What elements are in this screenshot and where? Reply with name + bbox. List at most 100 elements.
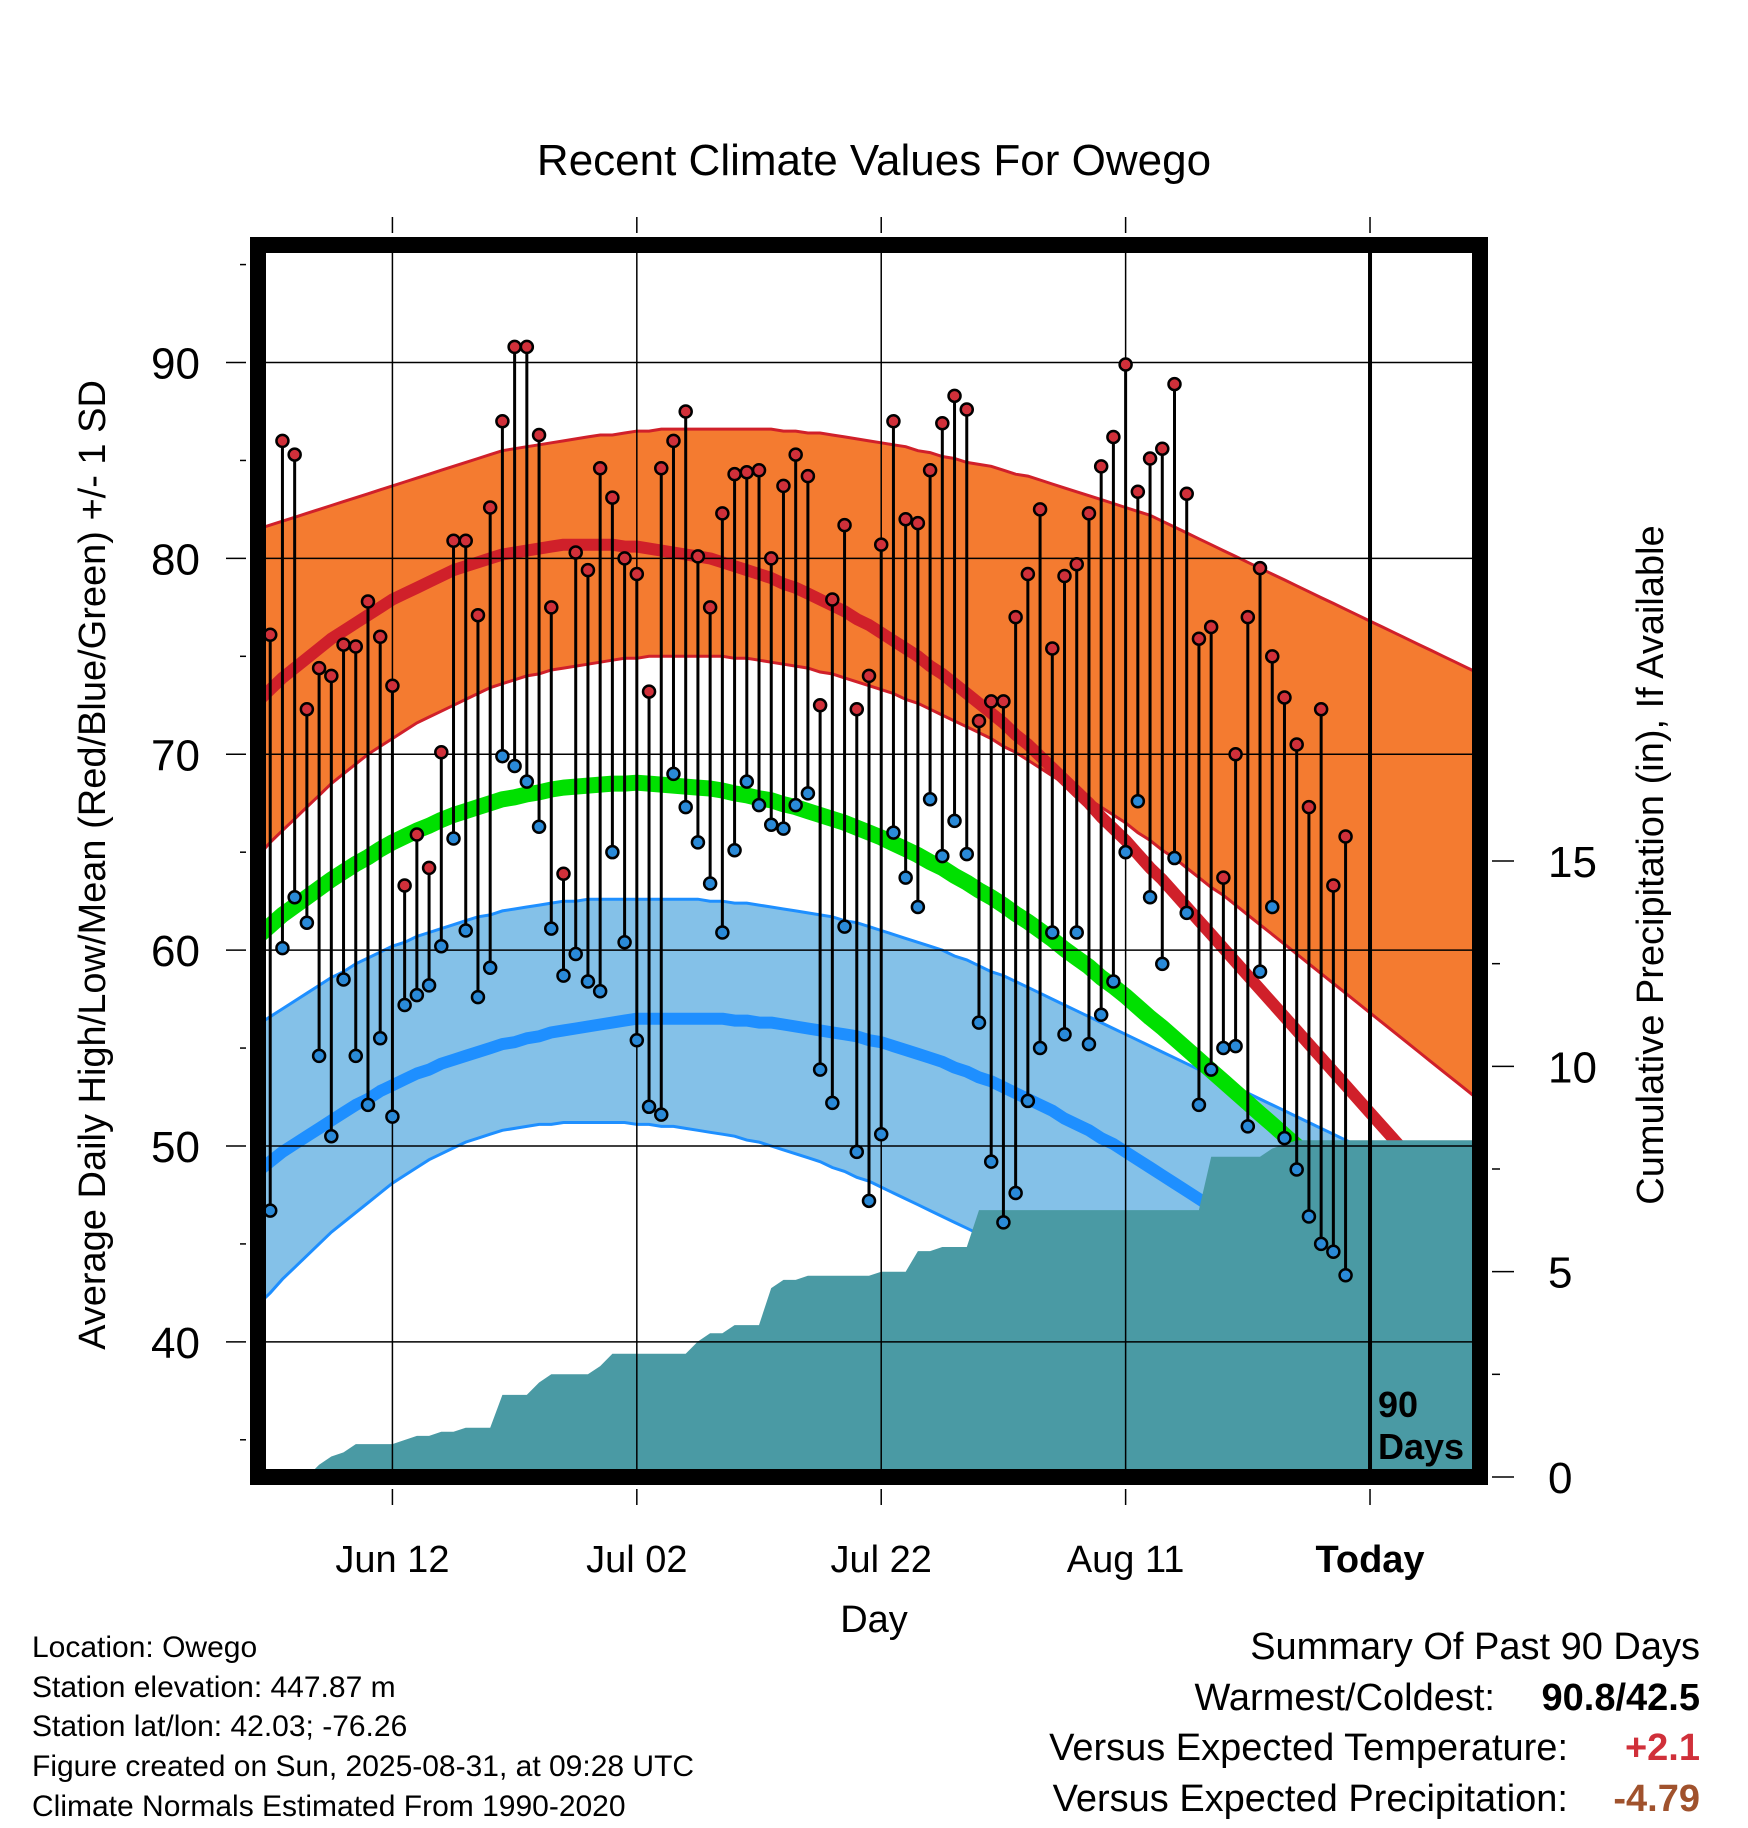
high-point: [751, 462, 767, 478]
low-point: [715, 925, 730, 940]
high-point: [825, 592, 840, 607]
high-point: [1057, 568, 1072, 584]
low-point: [275, 940, 290, 956]
high-point: [372, 629, 388, 644]
y-tick-label: 90: [151, 340, 200, 389]
temp-anomaly-value: +2.1: [1625, 1727, 1700, 1769]
low-point: [922, 792, 938, 807]
high-point: [812, 698, 828, 713]
low-point: [776, 821, 791, 836]
low-sd-band: [258, 899, 1480, 1475]
low-point: [1118, 844, 1133, 860]
y-tick-label: 50: [151, 1123, 200, 1172]
low-point: [1265, 899, 1280, 915]
x-tick-label: Jul 02: [586, 1539, 687, 1581]
low-point: [1338, 1268, 1353, 1283]
low-point: [336, 972, 351, 987]
summary-panel: Summary Of Past 90 Days Warmest/Coldest:…: [1049, 1626, 1700, 1820]
high-point: [947, 388, 962, 404]
y-axis: 40 50 60 70 80 90: [151, 263, 246, 1441]
high-point: [690, 549, 706, 564]
x-tick-label: Aug 11: [1067, 1539, 1185, 1581]
high-point: [1289, 737, 1304, 752]
low-point: [507, 758, 522, 774]
low-point: [434, 938, 449, 954]
warm-cold-label: Warmest/Coldest:: [1194, 1677, 1495, 1719]
high-point: [886, 414, 901, 429]
y2-tick-label: 10: [1548, 1043, 1597, 1092]
low-point: [1155, 956, 1170, 972]
high-point: [1142, 451, 1158, 466]
high-point: [800, 468, 816, 484]
low-point: [287, 889, 302, 905]
y2-axis: 0 5 10 15: [1492, 838, 1597, 1503]
high-point: [1167, 376, 1182, 392]
high-point: [324, 668, 339, 684]
low-point: [654, 1107, 669, 1122]
low-point: [1093, 1007, 1109, 1023]
high-point: [397, 878, 412, 893]
high-point: [446, 533, 461, 549]
x-tick-label: Today: [1315, 1539, 1424, 1581]
high-point: [1179, 486, 1194, 502]
high-point: [519, 339, 535, 355]
high-point: [996, 694, 1011, 709]
low-point: [397, 997, 412, 1013]
low-point: [1240, 1119, 1256, 1134]
low-point: [1130, 794, 1146, 809]
low-point: [739, 774, 755, 789]
low-point: [409, 987, 425, 1003]
chart-title: Recent Climate Values For Owego: [537, 136, 1211, 185]
high-point: [1326, 878, 1341, 893]
precipitation-area: [258, 1140, 1480, 1477]
high-point: [666, 433, 681, 449]
low-point: [873, 1126, 889, 1142]
high-point: [1008, 609, 1023, 625]
high-point: [568, 545, 583, 560]
low-point: [1216, 1040, 1231, 1056]
low-point: [262, 1203, 278, 1218]
high-point: [1106, 429, 1121, 445]
low-point: [446, 831, 461, 846]
high-point: [458, 533, 473, 549]
low-point: [849, 1144, 865, 1160]
high-point: [1118, 357, 1133, 372]
low-point: [470, 989, 486, 1005]
low-point: [556, 968, 571, 983]
high-point: [837, 517, 852, 533]
low-point: [482, 960, 498, 975]
high-point: [360, 594, 376, 609]
high-point: [470, 607, 486, 623]
low-point: [1203, 1062, 1219, 1077]
precip-anomaly-label: Versus Expected Precipitation:: [1053, 1778, 1568, 1820]
high-point: [1191, 631, 1207, 646]
expected-high-line: [253, 538, 1485, 1239]
low-point: [1057, 1027, 1072, 1042]
today-marker-label: 90 Days: [1378, 1384, 1464, 1467]
x-tick-label: Jul 22: [831, 1539, 932, 1581]
high-point: [275, 433, 290, 449]
high-point: [959, 402, 975, 417]
y2-tick-label: 0: [1548, 1454, 1572, 1503]
low-point: [1008, 1185, 1023, 1201]
high-point: [348, 639, 364, 654]
high-point: [910, 515, 926, 531]
today-marker-line-0: 90: [1378, 1384, 1418, 1425]
location-text: Location: Owego: [32, 1631, 257, 1664]
warm-cold-value: 90.8/42.5: [1542, 1677, 1700, 1719]
high-point: [788, 447, 803, 462]
high-point: [1252, 560, 1268, 576]
high-point: [385, 678, 400, 693]
high-point: [1203, 619, 1219, 635]
low-point: [1179, 905, 1194, 921]
low-point: [751, 797, 767, 813]
high-point: [299, 701, 315, 717]
low-point: [1045, 925, 1060, 940]
latlon-text: Station lat/lon: 42.03; -76.26: [32, 1710, 407, 1743]
high-point: [873, 537, 889, 552]
low-point: [495, 748, 510, 764]
high-point: [1130, 484, 1146, 500]
low-point: [983, 1154, 999, 1169]
high-point: [849, 701, 865, 717]
